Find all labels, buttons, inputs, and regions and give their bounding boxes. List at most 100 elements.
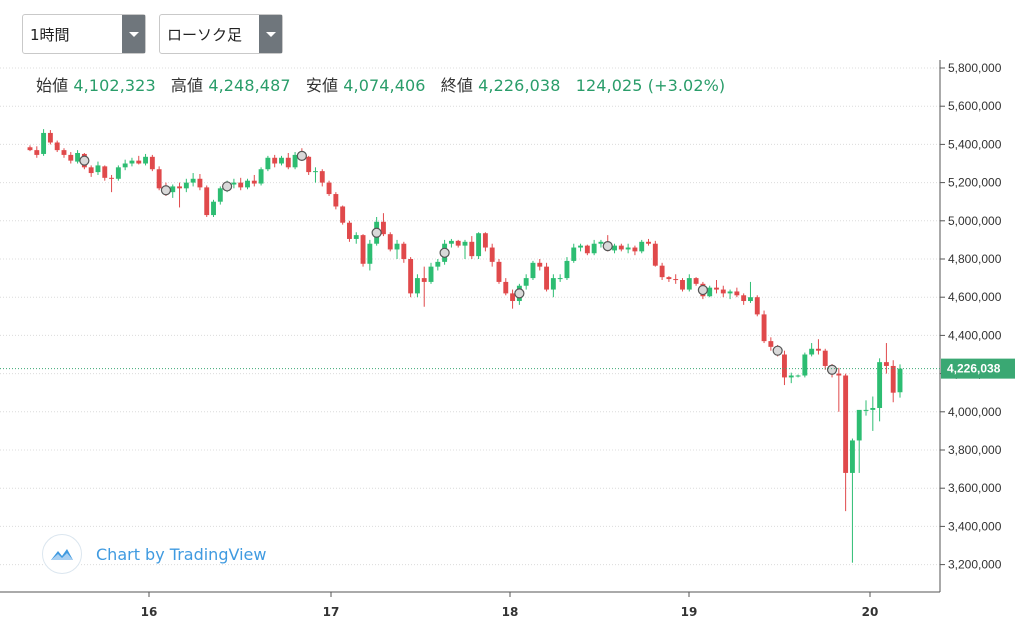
candle-body [591, 243, 597, 254]
candle-body [68, 154, 74, 161]
candle-body [625, 247, 631, 250]
candle-body [469, 241, 475, 257]
candle-body [353, 235, 359, 239]
candle-body [47, 132, 53, 143]
y-tick-label: 3,600,000 [948, 481, 1002, 495]
event-marker [514, 288, 525, 299]
candle-body [578, 245, 583, 248]
event-marker [602, 241, 613, 252]
candle-body [109, 177, 115, 179]
candle-body [231, 182, 237, 185]
candle-body [258, 169, 264, 184]
candle-body [618, 245, 624, 250]
candle-body [61, 150, 67, 155]
chart-type-value: ローソク足 [167, 25, 243, 44]
event-marker [772, 345, 783, 356]
open-value: 4,102,323 [73, 76, 156, 95]
candle-body [584, 245, 590, 254]
candle-body [720, 289, 726, 294]
candle-body [217, 188, 223, 202]
candle-body [802, 354, 808, 376]
candle-body [313, 171, 318, 173]
candle-body [788, 375, 794, 378]
chevron-down-icon[interactable] [259, 15, 282, 53]
y-tick-label: 4,400,000 [948, 328, 1002, 342]
candle-body [571, 247, 577, 261]
candle-body [598, 241, 604, 244]
chevron-down-icon[interactable] [122, 15, 145, 53]
candle-body [27, 147, 33, 151]
y-tick-label: 5,800,000 [948, 61, 1002, 75]
candle-body [748, 297, 753, 302]
candle-body [428, 266, 434, 282]
candle-body [319, 171, 325, 183]
chart-type-select[interactable]: ローソク足 [159, 14, 283, 54]
change-value: 124,025 (+3.02%) [575, 76, 726, 95]
interval-select[interactable]: 1時間 [22, 14, 146, 54]
low-label: 安値 [305, 76, 339, 95]
event-marker [160, 185, 172, 196]
price-tag-bg [941, 358, 1015, 379]
candle-body [809, 348, 815, 355]
candle-body [523, 278, 529, 286]
candle-body [115, 167, 121, 179]
x-tick-label: 19 [681, 605, 698, 619]
candle-body [204, 187, 210, 216]
low-value: 4,074,406 [343, 76, 426, 95]
candle-body [156, 169, 162, 189]
candle-body [75, 152, 81, 162]
candle-body [326, 182, 332, 195]
candle-body [265, 157, 271, 170]
y-tick-label: 5,600,000 [948, 99, 1002, 113]
candle-body [347, 222, 352, 239]
candle-body [190, 178, 196, 183]
candle-body [836, 373, 842, 376]
candle-body [612, 245, 617, 251]
candle-body [496, 261, 502, 282]
candle-body [272, 157, 278, 164]
candle-body [680, 280, 685, 290]
candle-body [88, 167, 94, 174]
candle-body [279, 157, 284, 164]
y-tick-label: 4,000,000 [948, 405, 1002, 419]
event-marker [371, 227, 382, 238]
candle-body [340, 206, 346, 223]
candle-body [34, 150, 40, 155]
ohlc-legend: 始値 4,102,323 高値 4,248,487 安値 4,074,406 終… [36, 72, 725, 96]
price-tag: 4,226,038 [947, 362, 1001, 376]
y-tick-label: 5,000,000 [948, 214, 1002, 228]
candle-body [462, 241, 468, 246]
candle-body [435, 261, 441, 267]
event-marker [222, 181, 233, 192]
candle-body [95, 165, 101, 173]
candle-body [659, 265, 665, 278]
candle-body [897, 368, 903, 393]
candle-body [306, 156, 312, 173]
candle-body [768, 341, 774, 347]
candle-body [707, 287, 713, 297]
candle-body [251, 180, 257, 184]
candle-body [510, 293, 516, 302]
candle-body [367, 243, 373, 264]
candle-body [863, 409, 869, 411]
candle-body [815, 348, 821, 351]
candle-body [360, 235, 366, 264]
candle-body [734, 291, 740, 296]
candle-body [238, 182, 244, 188]
candle-body [122, 163, 128, 168]
tradingview-branding[interactable]: Chart by TradingView [42, 534, 266, 574]
candle-body [482, 233, 488, 248]
candle-body [136, 160, 142, 164]
candle-body [890, 365, 896, 393]
candle-body [632, 247, 638, 252]
candle-body [41, 132, 47, 154]
candle-body [714, 287, 719, 290]
candle-body [455, 240, 461, 246]
candle-body [646, 241, 651, 244]
candle-body [870, 407, 876, 410]
candle-body [211, 201, 216, 216]
candle-body [394, 243, 400, 250]
candle-body [849, 440, 855, 473]
tradingview-link: Chart by TradingView [96, 544, 267, 564]
